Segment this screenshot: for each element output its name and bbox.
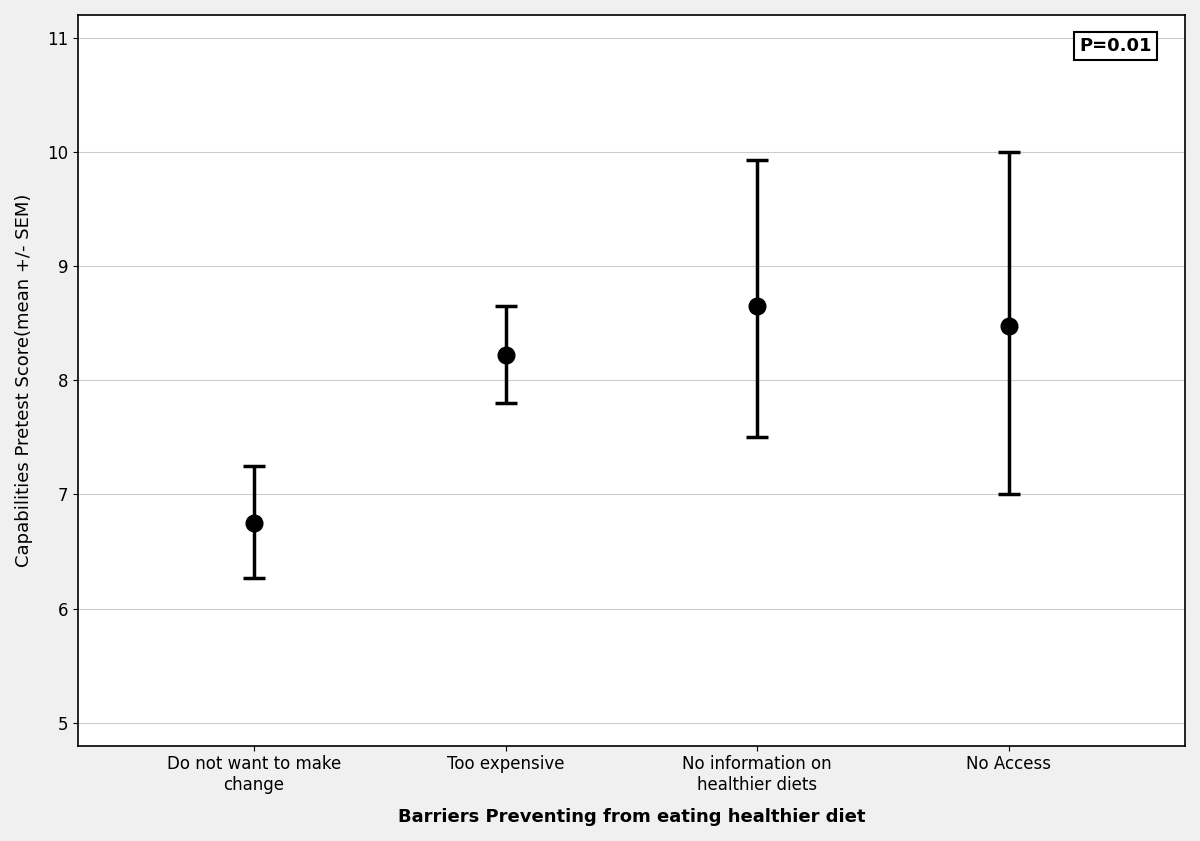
- Text: P=0.01: P=0.01: [1079, 37, 1152, 55]
- Y-axis label: Capabilities Pretest Score(mean +/- SEM): Capabilities Pretest Score(mean +/- SEM): [14, 193, 34, 567]
- X-axis label: Barriers Preventing from eating healthier diet: Barriers Preventing from eating healthie…: [397, 808, 865, 826]
